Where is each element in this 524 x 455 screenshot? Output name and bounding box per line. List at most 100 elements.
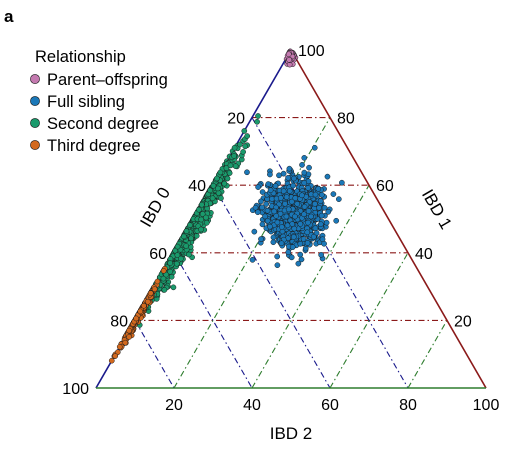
data-point xyxy=(288,254,295,261)
grid-line-ibd0-40 xyxy=(212,184,331,389)
legend-label-3: Third degree xyxy=(47,137,141,155)
data-point xyxy=(126,327,132,334)
grid-line-ibd0-20 xyxy=(251,117,409,389)
data-point xyxy=(160,267,167,274)
data-point xyxy=(318,212,325,219)
data-point xyxy=(297,221,304,227)
data-point xyxy=(301,155,308,161)
tick-ibd1-20: 20 xyxy=(454,313,472,330)
tick-ibd0-40: 40 xyxy=(188,178,206,195)
data-point xyxy=(183,228,190,234)
data-point xyxy=(304,229,311,236)
data-point xyxy=(126,334,132,340)
data-point xyxy=(167,260,174,266)
data-point xyxy=(259,189,266,195)
data-point xyxy=(144,298,151,305)
data-point xyxy=(254,209,261,216)
data-point xyxy=(254,118,260,125)
edge-ibd1 xyxy=(290,49,487,389)
data-point xyxy=(154,278,161,285)
data-point xyxy=(108,357,115,364)
tick-ibd0-80: 80 xyxy=(110,313,128,330)
data-point xyxy=(284,222,291,229)
data-point xyxy=(290,234,297,240)
data-point xyxy=(330,191,337,197)
data-point xyxy=(278,240,285,247)
data-point xyxy=(305,219,311,226)
data-point xyxy=(278,224,285,230)
data-point xyxy=(259,204,265,211)
data-point xyxy=(289,221,296,227)
data-point xyxy=(316,204,322,211)
data-point xyxy=(265,181,272,187)
series-1 xyxy=(244,144,345,269)
data-point xyxy=(133,315,139,322)
tick-ibd0-20: 20 xyxy=(227,111,245,128)
data-point xyxy=(193,232,200,239)
data-point xyxy=(252,204,259,211)
data-point xyxy=(231,144,238,151)
data-point xyxy=(207,187,213,194)
data-point xyxy=(315,185,322,192)
grid-line-ibd0-80 xyxy=(134,320,175,389)
data-point xyxy=(317,198,324,204)
data-point xyxy=(282,200,288,207)
axis-title-ibd2: IBD 2 xyxy=(270,424,313,443)
data-point xyxy=(323,219,330,226)
data-point xyxy=(297,241,304,247)
tick-ibd1-60: 60 xyxy=(376,178,394,195)
data-point xyxy=(187,222,193,228)
data-point xyxy=(271,208,278,215)
data-point xyxy=(283,194,290,200)
legend-entries: Parent–offspring Full sibling Second degre… xyxy=(30,71,168,155)
data-point xyxy=(321,240,327,247)
data-point xyxy=(209,195,216,202)
data-point xyxy=(244,133,251,139)
data-point xyxy=(198,216,205,223)
data-point xyxy=(147,290,154,297)
data-point xyxy=(295,260,302,267)
data-point xyxy=(313,230,320,236)
data-point xyxy=(258,198,264,205)
tick-ibd0-100: 100 xyxy=(62,381,89,398)
data-point xyxy=(274,219,281,226)
tick-ibd1-100: 100 xyxy=(298,43,325,60)
data-point xyxy=(318,252,325,258)
data-point xyxy=(335,196,342,202)
data-point xyxy=(321,204,328,211)
data-point xyxy=(237,141,243,148)
data-point xyxy=(198,201,205,208)
legend-marker-2 xyxy=(30,118,40,128)
axis-title-ibd0: IBD 0 xyxy=(136,184,174,230)
data-point xyxy=(267,187,274,194)
data-point xyxy=(221,180,228,187)
data-point xyxy=(170,284,177,291)
tick-ibd1-80: 80 xyxy=(337,111,355,128)
data-point xyxy=(301,211,307,218)
data-point xyxy=(251,228,258,235)
grid-line-ibd2-80 xyxy=(407,320,448,389)
data-point xyxy=(274,262,281,269)
data-point xyxy=(302,245,309,252)
data-point xyxy=(312,191,319,198)
data-point xyxy=(310,233,317,240)
data-point xyxy=(333,217,340,224)
data-point xyxy=(272,183,279,189)
data-point xyxy=(116,343,123,350)
data-point xyxy=(141,302,147,309)
data-point xyxy=(280,170,287,177)
data-point xyxy=(137,308,144,315)
data-point xyxy=(215,185,221,192)
data-point xyxy=(112,353,119,359)
data-point xyxy=(277,195,284,201)
data-point xyxy=(270,239,277,246)
data-point xyxy=(210,182,217,189)
data-point xyxy=(196,206,202,213)
tick-ibd2-40: 40 xyxy=(243,397,261,414)
data-point xyxy=(267,171,273,178)
data-point xyxy=(297,251,304,258)
tick-ibd1-40: 40 xyxy=(415,246,433,263)
data-point xyxy=(223,165,230,171)
data-point xyxy=(167,268,174,275)
